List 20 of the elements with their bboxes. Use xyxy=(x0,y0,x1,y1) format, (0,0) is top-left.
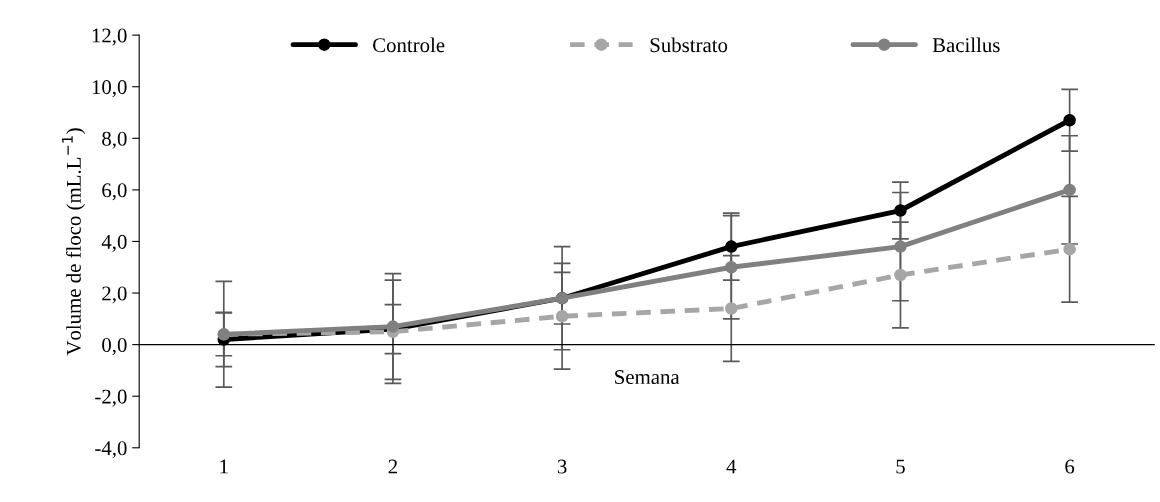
y-tick-label: 6,0 xyxy=(102,183,127,201)
legend-label: Bacillus xyxy=(932,37,1000,53)
x-tick-label: 4 xyxy=(726,459,737,474)
y-tick-label: 2,0 xyxy=(102,286,127,304)
y-tick-label: 4,0 xyxy=(101,234,127,252)
x-tick-label: 3 xyxy=(557,459,567,474)
legend-label: Controle xyxy=(373,37,445,53)
y-tick-label: -4,0 xyxy=(95,441,127,459)
y-tick-label: 12,0 xyxy=(92,28,127,46)
y-tick-label: 10,0 xyxy=(92,80,127,98)
y-tick-label: 0,0 xyxy=(102,338,127,356)
legend-label: Substrato xyxy=(650,37,728,53)
x-axis-title: Semana xyxy=(615,370,680,385)
x-tick-label: 2 xyxy=(388,459,398,474)
x-tick-label: 1 xyxy=(220,459,228,474)
x-tick-label: 5 xyxy=(896,459,905,474)
y-tick-label: 8,0 xyxy=(102,131,127,149)
x-tick-label: 6 xyxy=(1065,459,1075,474)
y-tick-label: -2,0 xyxy=(95,389,127,407)
y-axis-title: Volume de floco (mL.L$^{−1}$) xyxy=(62,128,86,356)
